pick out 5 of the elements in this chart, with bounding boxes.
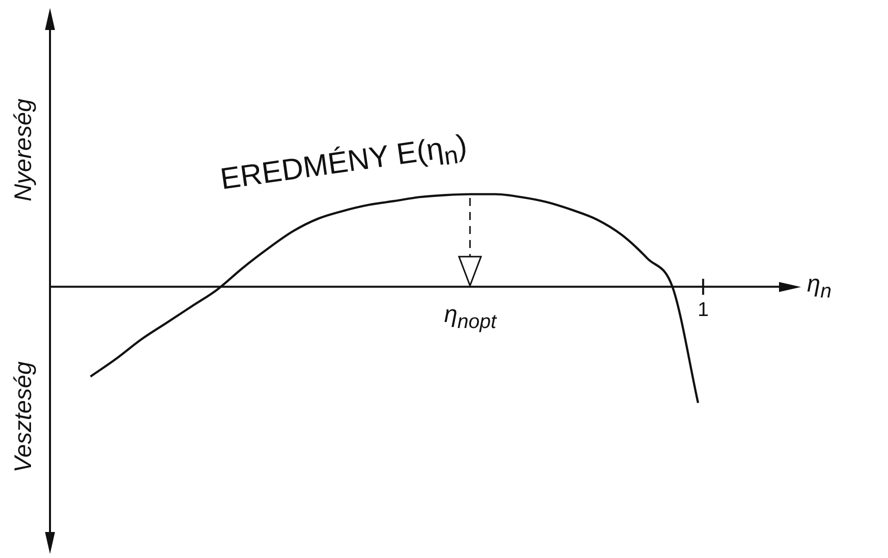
- annotation: 1: [698, 298, 709, 322]
- x-axis-title: η$_{n}$: [807, 270, 832, 304]
- text: Nyereség: [10, 99, 38, 202]
- annotation: η$_{nopt}$: [444, 300, 496, 334]
- text: Veszteség: [10, 362, 38, 473]
